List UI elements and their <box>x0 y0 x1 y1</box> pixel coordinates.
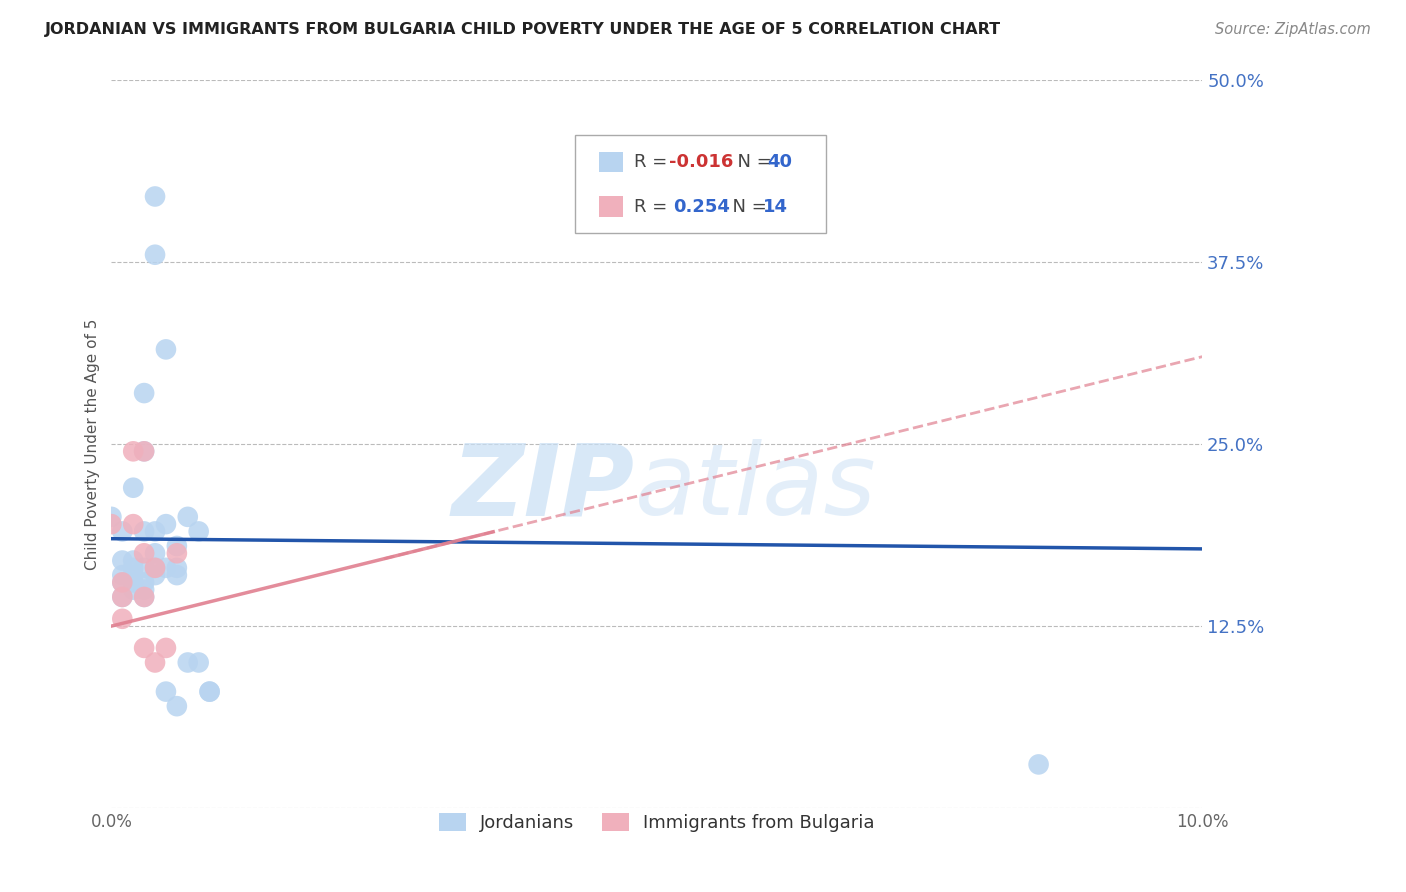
Point <box>122 561 145 575</box>
Point <box>143 656 166 670</box>
Point <box>111 575 134 590</box>
Bar <box>599 152 623 172</box>
Point <box>122 481 145 495</box>
Point <box>100 517 122 532</box>
Point <box>187 524 209 539</box>
Point <box>134 575 156 590</box>
Point <box>111 590 134 604</box>
Point <box>155 517 177 532</box>
Point <box>155 561 177 575</box>
Point <box>134 561 156 575</box>
Point <box>122 553 145 567</box>
Point <box>111 575 134 590</box>
Point <box>122 582 145 597</box>
Text: R =: R = <box>634 198 679 216</box>
Point <box>1028 757 1050 772</box>
Text: atlas: atlas <box>636 439 876 536</box>
Point <box>111 553 134 567</box>
Point <box>134 444 156 458</box>
Point <box>122 568 145 582</box>
Point <box>134 546 156 560</box>
Point <box>155 684 177 698</box>
Point <box>198 684 221 698</box>
Point <box>166 699 188 714</box>
Point <box>187 656 209 670</box>
Text: N =: N = <box>725 153 778 171</box>
Point <box>155 343 177 357</box>
Point <box>100 509 122 524</box>
Point <box>134 444 156 458</box>
Point <box>177 656 200 670</box>
Point <box>122 575 145 590</box>
Point <box>143 248 166 262</box>
Legend: Jordanians, Immigrants from Bulgaria: Jordanians, Immigrants from Bulgaria <box>432 805 882 839</box>
Point <box>134 582 156 597</box>
Point <box>166 561 188 575</box>
Point <box>111 568 134 582</box>
Point <box>143 561 166 575</box>
Point <box>143 568 166 582</box>
Point <box>134 640 156 655</box>
Text: 40: 40 <box>768 153 792 171</box>
Bar <box>599 196 623 217</box>
Point <box>166 546 188 560</box>
Point <box>143 189 166 203</box>
Text: Source: ZipAtlas.com: Source: ZipAtlas.com <box>1215 22 1371 37</box>
Point <box>198 684 221 698</box>
FancyBboxPatch shape <box>575 135 825 233</box>
Point <box>134 386 156 401</box>
Y-axis label: Child Poverty Under the Age of 5: Child Poverty Under the Age of 5 <box>86 318 100 570</box>
Point <box>122 444 145 458</box>
Point <box>143 561 166 575</box>
Text: 14: 14 <box>762 198 787 216</box>
Text: R =: R = <box>634 153 673 171</box>
Point <box>166 568 188 582</box>
Point <box>111 612 134 626</box>
Point <box>177 509 200 524</box>
Text: 0.254: 0.254 <box>673 198 730 216</box>
Point <box>143 524 166 539</box>
Point <box>111 590 134 604</box>
Point <box>134 524 156 539</box>
Text: ZIP: ZIP <box>451 439 636 536</box>
Point <box>166 539 188 553</box>
Point <box>111 524 134 539</box>
Text: JORDANIAN VS IMMIGRANTS FROM BULGARIA CHILD POVERTY UNDER THE AGE OF 5 CORRELATI: JORDANIAN VS IMMIGRANTS FROM BULGARIA CH… <box>45 22 1001 37</box>
Point <box>122 517 145 532</box>
Point <box>143 546 166 560</box>
Point <box>134 590 156 604</box>
Point <box>134 590 156 604</box>
Point <box>155 640 177 655</box>
Text: -0.016: -0.016 <box>669 153 733 171</box>
Text: N =: N = <box>721 198 773 216</box>
